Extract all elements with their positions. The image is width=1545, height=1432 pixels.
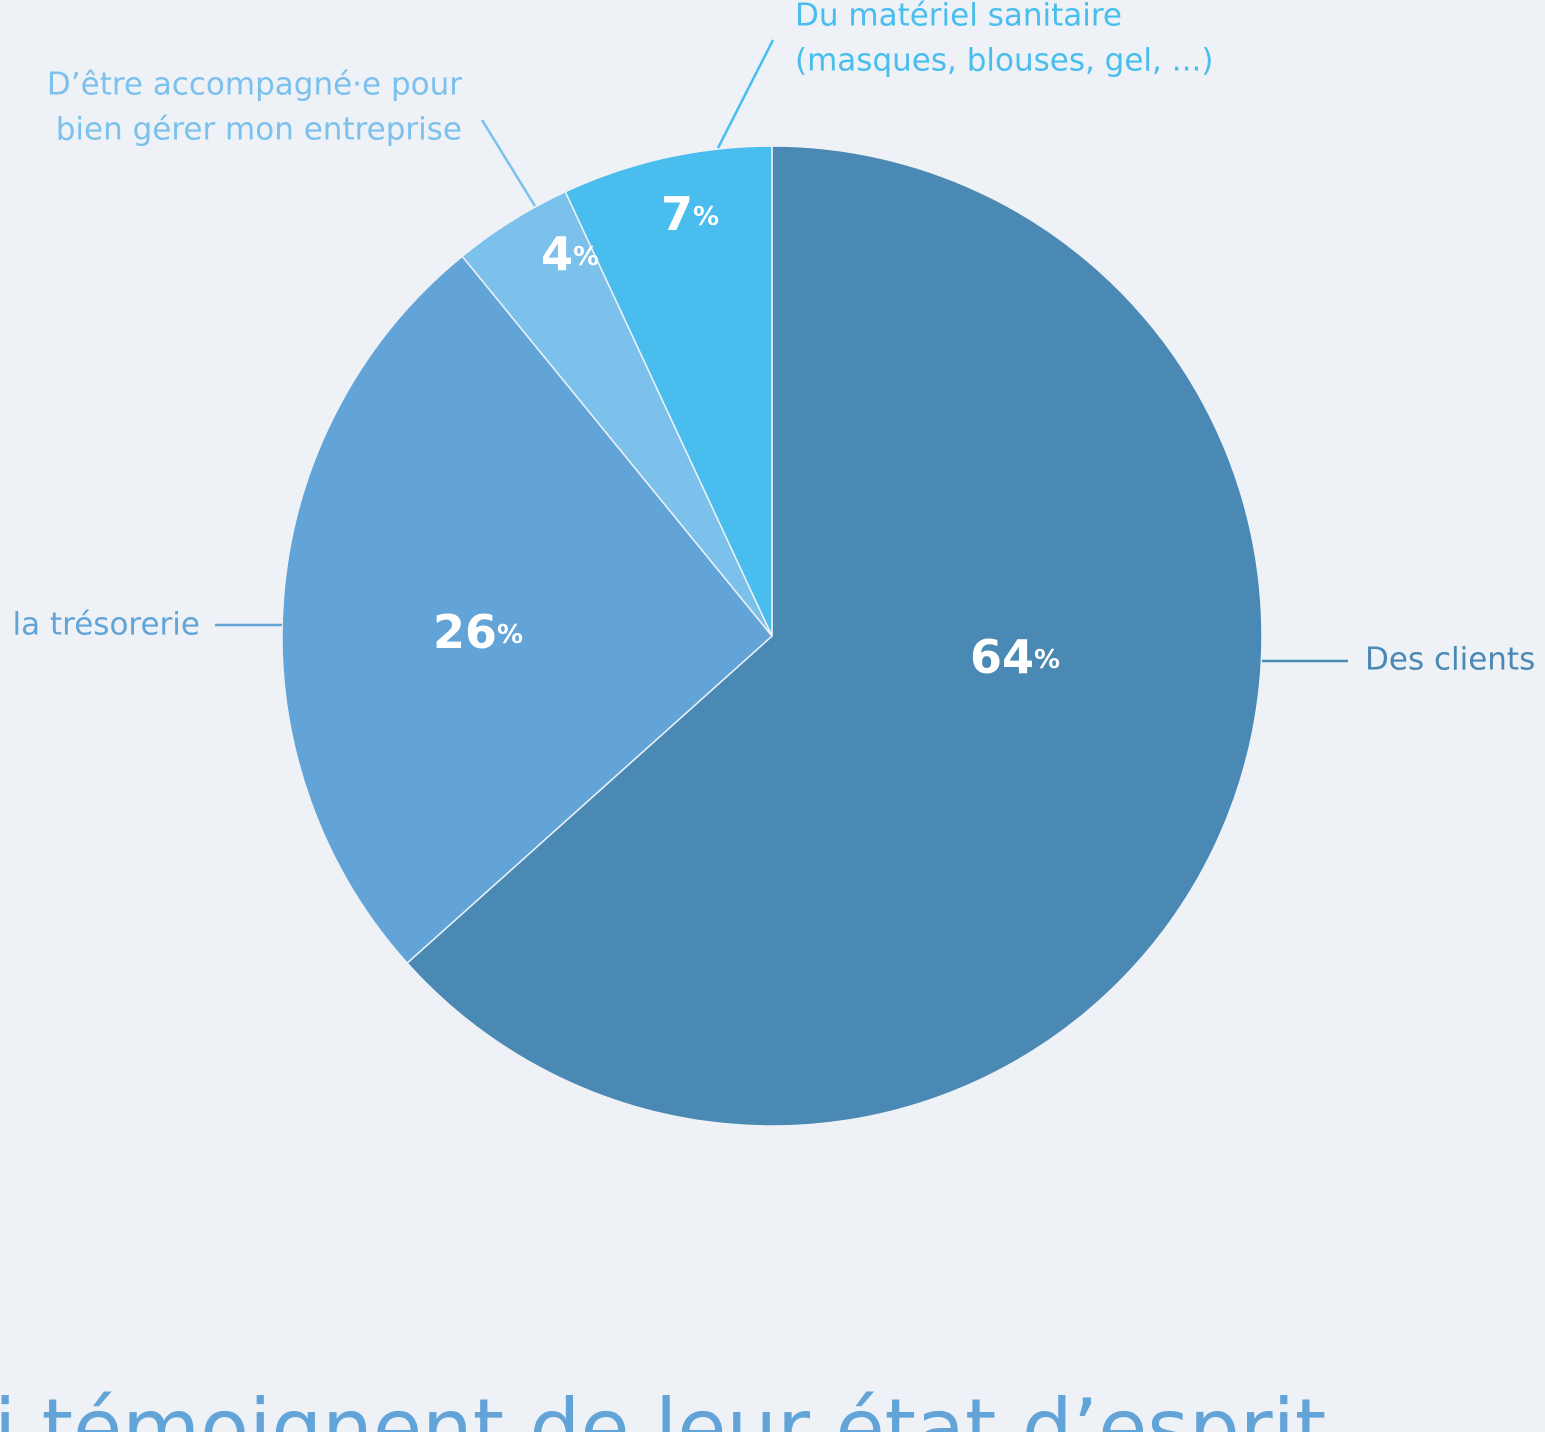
value-label: 7% (661, 187, 719, 241)
category-label: D’être accompagné·e pour (47, 67, 462, 103)
category-label: Des clients (1365, 642, 1535, 678)
category-label: la trésorerie (13, 607, 200, 643)
pie-slice (564, 145, 773, 637)
category-label: Du matériel sanitaire (795, 0, 1122, 34)
category-label: bien gérer mon entreprise (56, 112, 462, 148)
footer-text: i témoignent de leur état d’esprit (0, 1382, 1326, 1432)
pie-slice (406, 145, 1263, 1127)
leader-line (480, 119, 537, 207)
value-label: 64% (970, 630, 1060, 684)
pie-slice (281, 255, 774, 965)
value-label: 26% (433, 605, 523, 659)
value-label: 4% (541, 227, 599, 281)
leader-line (716, 39, 775, 149)
category-label: (masques, blouses, gel, ...) (795, 43, 1213, 79)
